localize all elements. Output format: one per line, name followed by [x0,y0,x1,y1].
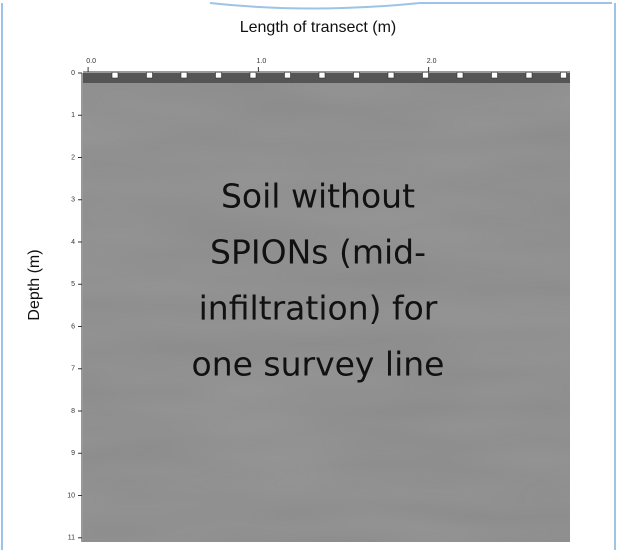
survey-marker [387,71,395,79]
survey-marker [422,71,429,79]
y-tick-label: 11 [68,535,75,542]
y-tick-label: 4 [71,239,75,246]
annotation-line: Soil without [221,177,415,216]
y-tick-label: 9 [71,450,75,457]
survey-marker [284,71,291,79]
survey-marker [249,71,257,79]
frame [1,3,616,550]
survey-marker [525,71,533,79]
y-tick-label: 8 [71,408,75,415]
survey-marker [146,71,153,79]
survey-marker [111,71,119,79]
y-tick-label: 0 [71,70,75,77]
x-tick-label: 0.0 [86,58,96,65]
y-tick-label: 6 [71,323,75,330]
x-tick-label: 1.0 [257,58,267,65]
survey-marker [215,71,222,79]
survey-marker [456,71,464,79]
survey-marker [180,71,188,79]
y-tick-label: 3 [71,197,75,204]
y-tick-label: 2 [71,154,75,161]
y-axis-label: Depth (m) [26,249,43,320]
annotation-line: infiltration) for [199,289,438,328]
survey-marker [318,71,326,79]
survey-marker [353,71,360,79]
y-tick-label: 10 [67,492,75,499]
x-axis-label: Length of transect (m) [240,19,397,36]
x-tick-label: 2.0 [427,58,437,65]
annotation-line: one survey line [192,345,445,384]
survey-marker [560,71,567,79]
survey-marker [491,71,498,79]
radargram-texture [83,73,570,542]
y-tick-label: 5 [71,281,75,288]
annotation-line: SPIONs (mid- [210,233,426,272]
frame-top [209,2,612,10]
radargram-top [83,73,570,83]
y-tick-label: 1 [71,112,75,119]
y-tick-label: 7 [71,366,75,373]
